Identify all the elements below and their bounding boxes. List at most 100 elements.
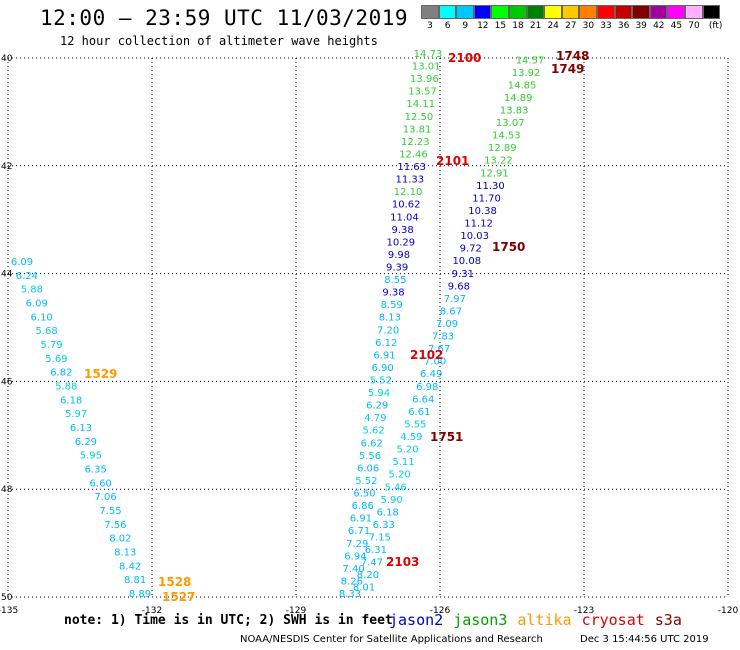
colorbar-swatch (456, 5, 474, 19)
legend-item-altika: altika (517, 611, 572, 629)
wave-height-value: 8.42 (119, 561, 141, 572)
wave-height-value: 5.90 (381, 495, 403, 506)
colorbar-swatch (702, 5, 721, 19)
colorbar-swatch (632, 5, 650, 19)
satellite-legend: jason2 jason3 altika cryosat s3a (389, 611, 692, 629)
wave-height-value: 6.71 (348, 526, 370, 537)
colorbar-swatch (667, 5, 685, 19)
wave-height-value: 5.69 (45, 354, 67, 365)
wave-height-value: 9.38 (382, 288, 404, 299)
wave-height-value: 11.04 (390, 212, 419, 223)
wave-height-value: 7.56 (104, 520, 126, 531)
wave-height-value: 12.46 (399, 149, 428, 160)
lat-label: 44 (1, 270, 13, 280)
wave-height-value: 8.26 (341, 576, 363, 587)
wave-height-value: 14.53 (492, 131, 521, 142)
wave-height-value: 12.50 (405, 112, 434, 123)
lon-label: -120 (718, 606, 739, 616)
colorbar-swatch (544, 5, 562, 19)
wave-height-value: 10.08 (452, 256, 481, 267)
wave-height-value: 8.20 (357, 570, 379, 581)
pass-time-label: 2101 (436, 154, 469, 168)
wave-height-value: 14.57 (516, 55, 545, 66)
colorbar-label: 42 (653, 21, 665, 31)
pass-time-label: 1749 (551, 62, 584, 76)
pass-time-label: 1528 (158, 575, 191, 589)
colorbar-label: 39 (635, 21, 647, 31)
wave-height-value: 10.29 (386, 237, 415, 248)
colorbar (421, 5, 721, 19)
pass-time-label: 1527 (162, 590, 195, 604)
colorbar-swatch (438, 5, 457, 19)
wave-height-value: 10.38 (468, 206, 497, 217)
wave-height-value: 14.73 (414, 49, 443, 60)
wave-height-value: 10.03 (460, 231, 489, 242)
wave-height-value: 11.30 (476, 181, 505, 192)
legend-item-jason2: jason2 (389, 611, 444, 629)
wave-height-value: 13.96 (410, 74, 439, 85)
page-subtitle: 12 hour collection of altimeter wave hei… (60, 34, 378, 48)
wave-height-value: 5.11 (392, 457, 414, 468)
wave-height-value: 6.13 (70, 423, 92, 434)
wave-height-value: 8.02 (109, 534, 131, 545)
colorbar-swatch (684, 5, 703, 19)
wave-height-value: 6.62 (361, 438, 383, 449)
wave-height-value: 6.10 (31, 312, 53, 323)
legend-item-cryosat: cryosat (581, 611, 645, 629)
colorbar-swatch (421, 5, 439, 19)
wave-height-value: 9.68 (448, 281, 470, 292)
wave-height-value: 6.18 (60, 395, 82, 406)
wave-height-value: 9.38 (391, 225, 413, 236)
pass-time-label: 1751 (430, 430, 463, 444)
lon-label: -126 (430, 606, 451, 616)
pass-time-label: 1529 (84, 367, 117, 381)
wave-height-value: 12.91 (480, 168, 509, 179)
lat-label: 50 (1, 593, 13, 603)
colorbar-label: 27 (565, 21, 577, 31)
wave-height-value: 13.07 (496, 118, 525, 129)
wave-height-value: 11.63 (397, 162, 426, 173)
colorbar-label: 45 (670, 21, 683, 31)
wave-height-value: 5.52 (370, 376, 392, 387)
colorbar-label: 24 (547, 21, 559, 31)
page-title: 12:00 – 23:59 UTC 11/03/2019 (40, 6, 409, 30)
wave-height-value: 9.98 (388, 250, 410, 261)
wave-height-value: 7.83 (432, 332, 454, 343)
wave-height-value: 6.09 (26, 299, 48, 310)
colorbar-label: 18 (512, 21, 524, 31)
colorbar-swatch (596, 5, 615, 19)
wave-height-value: 8.33 (339, 589, 361, 600)
wave-height-value: 10.62 (392, 200, 421, 211)
wave-height-value: 13.81 (403, 124, 432, 135)
colorbar-label: 12 (477, 21, 489, 31)
wave-height-value: 5.88 (55, 382, 77, 393)
colorbar-label: 36 (617, 21, 630, 31)
wave-height-value: 7.29 (346, 539, 368, 550)
wave-height-value: 6.94 (344, 551, 366, 562)
wave-height-value: 8.13 (114, 548, 136, 559)
colorbar-label: 9 (462, 21, 469, 31)
wave-height-value: 5.95 (80, 451, 102, 462)
wave-height-value: 12.23 (401, 137, 430, 148)
wave-height-value: 12.89 (488, 143, 517, 154)
colorbar-label: 30 (582, 21, 595, 31)
wave-height-value: 11.12 (464, 219, 493, 230)
wave-height-value: 8.13 (379, 313, 401, 324)
lon-label: -123 (574, 606, 594, 616)
colorbar-swatch (561, 5, 580, 19)
wave-height-value: 6.06 (357, 463, 379, 474)
wave-height-value: 6.35 (85, 465, 107, 476)
wave-height-value: 6.31 (365, 545, 387, 556)
wave-height-value: 5.55 (404, 419, 426, 430)
wave-height-value: 7.97 (444, 294, 466, 305)
wave-height-value: 6.91 (373, 350, 395, 361)
colorbar-label: 15 (494, 21, 507, 31)
wave-height-value: 7.06 (94, 492, 116, 503)
colorbar-labels: 3 6 9 12 15 18 21 24 27 30 33 36 39 42 45 70 (ft) (421, 21, 740, 33)
wave-height-value: 8.55 (384, 275, 406, 286)
legend-item-s3a: s3a (654, 611, 682, 629)
wave-height-value: 7.40 (342, 564, 364, 575)
colorbar-swatch (579, 5, 597, 19)
map-grid (7, 57, 729, 598)
